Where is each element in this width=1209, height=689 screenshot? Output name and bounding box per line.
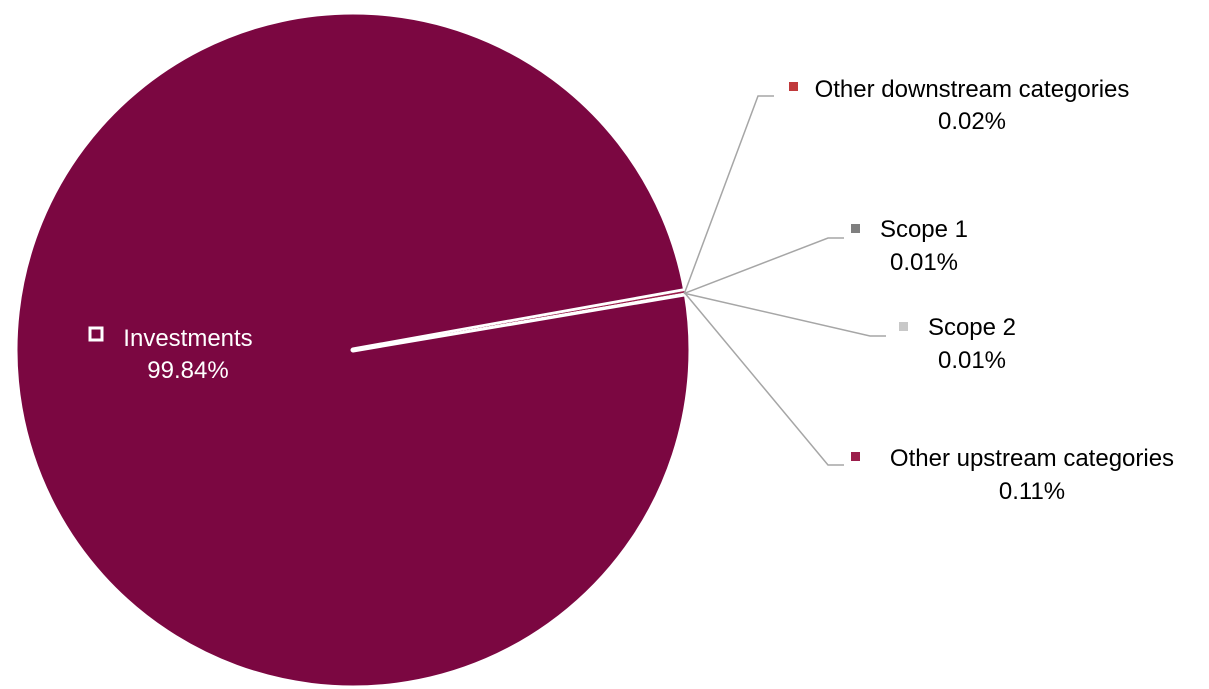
slice-value-investments: 99.84% bbox=[147, 357, 228, 384]
legend-key-investments bbox=[88, 326, 104, 342]
slice-label-scope-2: Scope 2 bbox=[928, 314, 1016, 341]
slice-labels: Investments 99.84% Other upstream categori… bbox=[88, 76, 1174, 505]
slice-value-other-downstream-categories: 0.02% bbox=[938, 108, 1006, 135]
leader-line-scope-1 bbox=[683, 237, 844, 295]
slice-label-investments: Investments bbox=[123, 325, 252, 352]
slice-label-other-downstream-categories: Other downstream categories bbox=[815, 76, 1130, 103]
legend-key-other-upstream-categories bbox=[851, 452, 860, 461]
legend-key-scope-1 bbox=[851, 224, 860, 233]
leader-line-scope-2 bbox=[684, 292, 886, 337]
slice-value-scope-1: 0.01% bbox=[890, 249, 958, 276]
slice-label-other-upstream-categories: Other upstream categories bbox=[890, 445, 1174, 472]
leader-line-other-downstream-categories bbox=[683, 95, 774, 295]
legend-key-other-downstream-categories bbox=[789, 82, 798, 91]
leader-line-other-upstream-categories bbox=[683, 291, 844, 466]
pie-slices bbox=[12, 9, 694, 689]
slice-value-scope-2: 0.01% bbox=[938, 347, 1006, 374]
slice-value-other-upstream-categories: 0.11% bbox=[999, 478, 1065, 505]
leader-lines bbox=[683, 95, 886, 466]
legend-key-scope-2 bbox=[899, 322, 908, 331]
slice-label-scope-1: Scope 1 bbox=[880, 216, 968, 243]
